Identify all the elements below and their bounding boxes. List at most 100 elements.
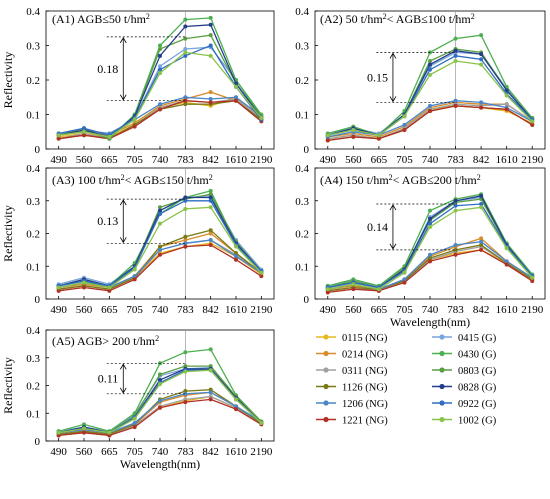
data-point xyxy=(158,53,162,58)
x-tick-label: 705 xyxy=(126,446,143,458)
data-point xyxy=(158,67,162,72)
data-point xyxy=(504,102,509,107)
data-point xyxy=(376,287,381,292)
data-point xyxy=(208,33,213,38)
data-point xyxy=(208,242,213,247)
data-point xyxy=(158,107,162,112)
x-tick-label: 665 xyxy=(101,446,118,458)
panel-title: (A2) 50 t/hm2< AGB≤100 t/hm2 xyxy=(320,12,475,27)
data-point xyxy=(351,128,356,133)
data-point xyxy=(158,64,162,69)
data-point xyxy=(376,136,381,141)
data-point xyxy=(183,24,188,29)
legend-item: 0415 (G) xyxy=(432,333,497,344)
x-tick-label: 842 xyxy=(202,446,219,458)
y-tick-label: 0 xyxy=(35,144,41,156)
data-point xyxy=(183,364,188,369)
data-point xyxy=(183,46,188,51)
data-point xyxy=(208,15,213,20)
data-point xyxy=(183,238,188,243)
legend-swatch-marker xyxy=(323,383,329,390)
data-point xyxy=(234,84,238,89)
data-point xyxy=(351,134,356,139)
data-point xyxy=(479,239,484,244)
legend-item: 1002 (G) xyxy=(432,416,497,427)
data-point xyxy=(208,188,213,193)
annotation-arrow-head-down xyxy=(119,387,127,394)
data-point xyxy=(183,350,188,355)
data-point xyxy=(158,211,162,216)
annotation-arrow-head-up xyxy=(389,204,397,211)
plot-frame xyxy=(45,10,275,150)
panel-title: (A5) AGB> 200 t/hm2 xyxy=(52,334,159,349)
data-point xyxy=(479,193,484,198)
data-point xyxy=(82,426,86,431)
annotation-arrow-head-up xyxy=(119,37,127,44)
legend-item: 0214 (NG) xyxy=(316,350,388,361)
legend-label: 1126 (NG) xyxy=(342,383,388,394)
data-point xyxy=(259,420,264,425)
data-point xyxy=(56,433,61,438)
x-tick-label: 740 xyxy=(152,304,169,316)
x-tick-label: 560 xyxy=(76,304,93,316)
data-point xyxy=(479,57,484,62)
legend: 0115 (NG) 0214 (NG) 0311 (NG) 1126 (NG) 1206… xyxy=(316,333,497,427)
legend-item: 0922 (G) xyxy=(432,399,497,410)
legend-label: 0115 (NG) xyxy=(342,333,388,344)
legend-label: 0415 (G) xyxy=(458,333,497,344)
data-point xyxy=(183,206,188,211)
data-point xyxy=(183,53,188,58)
data-point xyxy=(158,377,162,382)
y-tick-label: 0.3 xyxy=(26,196,40,208)
data-point xyxy=(453,48,458,53)
data-point xyxy=(479,33,484,38)
data-point xyxy=(453,98,458,103)
data-point xyxy=(56,430,61,435)
x-tick-label: 783 xyxy=(447,304,464,316)
data-point xyxy=(325,290,330,295)
data-point xyxy=(158,208,162,213)
annotation-arrow-head-down xyxy=(119,94,127,101)
data-point xyxy=(504,246,509,251)
annotation-arrow-head-down xyxy=(389,96,397,103)
data-point xyxy=(208,43,213,48)
series-12 xyxy=(56,368,264,435)
data-point xyxy=(107,433,112,438)
data-point xyxy=(208,192,213,197)
x-tick-label: 705 xyxy=(396,304,413,316)
series-12 xyxy=(325,59,535,138)
x-axis-label: Wavelength(nm) xyxy=(390,315,470,329)
x-tick-label: 2190 xyxy=(250,154,273,166)
data-point xyxy=(479,100,484,105)
data-point xyxy=(208,198,213,203)
data-point xyxy=(132,274,137,279)
data-point xyxy=(530,122,535,127)
data-point xyxy=(208,397,213,402)
series-line xyxy=(58,91,262,136)
legend-label: 0311 (NG) xyxy=(342,366,388,377)
data-point xyxy=(479,205,484,210)
data-point xyxy=(428,216,432,221)
data-point xyxy=(183,241,188,246)
data-point xyxy=(504,93,509,98)
data-point xyxy=(107,285,112,290)
x-tick-label: 740 xyxy=(152,446,169,458)
data-point xyxy=(158,382,162,387)
data-point xyxy=(428,252,432,257)
y-tick-label: 0 xyxy=(35,436,41,448)
data-point xyxy=(107,134,112,139)
y-tick-label: 0.3 xyxy=(295,41,309,53)
data-point xyxy=(234,257,238,262)
annotation-value: 0.13 xyxy=(97,214,118,228)
y-tick-label: 0.3 xyxy=(26,353,40,365)
data-point xyxy=(479,247,484,252)
legend-swatch-marker xyxy=(439,383,445,390)
annotation-arrow-head-up xyxy=(119,363,127,370)
data-point xyxy=(183,98,188,103)
data-point xyxy=(530,278,535,283)
y-tick-label: 0 xyxy=(304,294,310,306)
series-line xyxy=(58,46,262,136)
legend-label: 0214 (NG) xyxy=(342,350,388,361)
chart-panel-3: 0 0.1 0.2 0.3 0.4 490 560 665 705 740 783 842 1610 21… xyxy=(1,163,275,316)
legend-swatch-marker xyxy=(439,367,445,373)
